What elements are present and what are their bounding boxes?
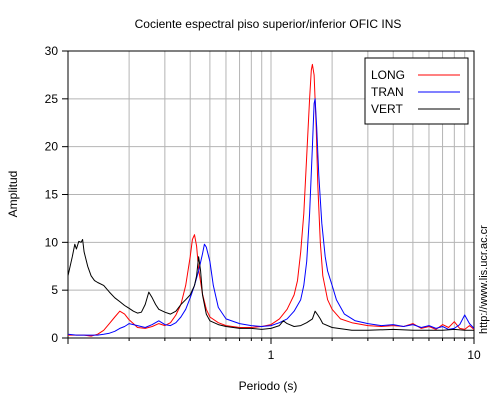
x-axis-ticks: 1 10 xyxy=(67,338,481,362)
x-axis-label: Periodo (s) xyxy=(239,379,298,393)
series-line-vert xyxy=(67,239,474,331)
x-tick-label: 10 xyxy=(467,348,481,362)
y-axis-ticks: 0 5 10 15 20 25 30 xyxy=(45,44,68,345)
y-tick-label: 10 xyxy=(45,235,59,249)
legend-box xyxy=(364,57,469,125)
legend: LONG TRAN VERT xyxy=(364,57,469,125)
series-line-tran xyxy=(67,98,475,336)
y-tick-label: 25 xyxy=(45,92,59,106)
y-tick-label: 20 xyxy=(45,140,59,154)
legend-label-vert: VERT xyxy=(371,102,403,116)
y-axis-label: Amplitud xyxy=(6,171,20,218)
series-lines xyxy=(67,63,475,337)
y-tick-label: 15 xyxy=(45,188,59,202)
chart-title: Cociente espectral piso superior/inferio… xyxy=(135,17,402,31)
y-tick-label: 0 xyxy=(51,331,58,345)
legend-label-tran: TRAN xyxy=(371,85,404,99)
y-tick-label: 30 xyxy=(45,44,59,58)
credit-url: http://www.lis.ucr.ac.cr xyxy=(478,225,490,334)
legend-label-long: LONG xyxy=(371,68,405,82)
x-tick-label: 1 xyxy=(268,348,275,362)
y-tick-label: 5 xyxy=(51,283,58,297)
